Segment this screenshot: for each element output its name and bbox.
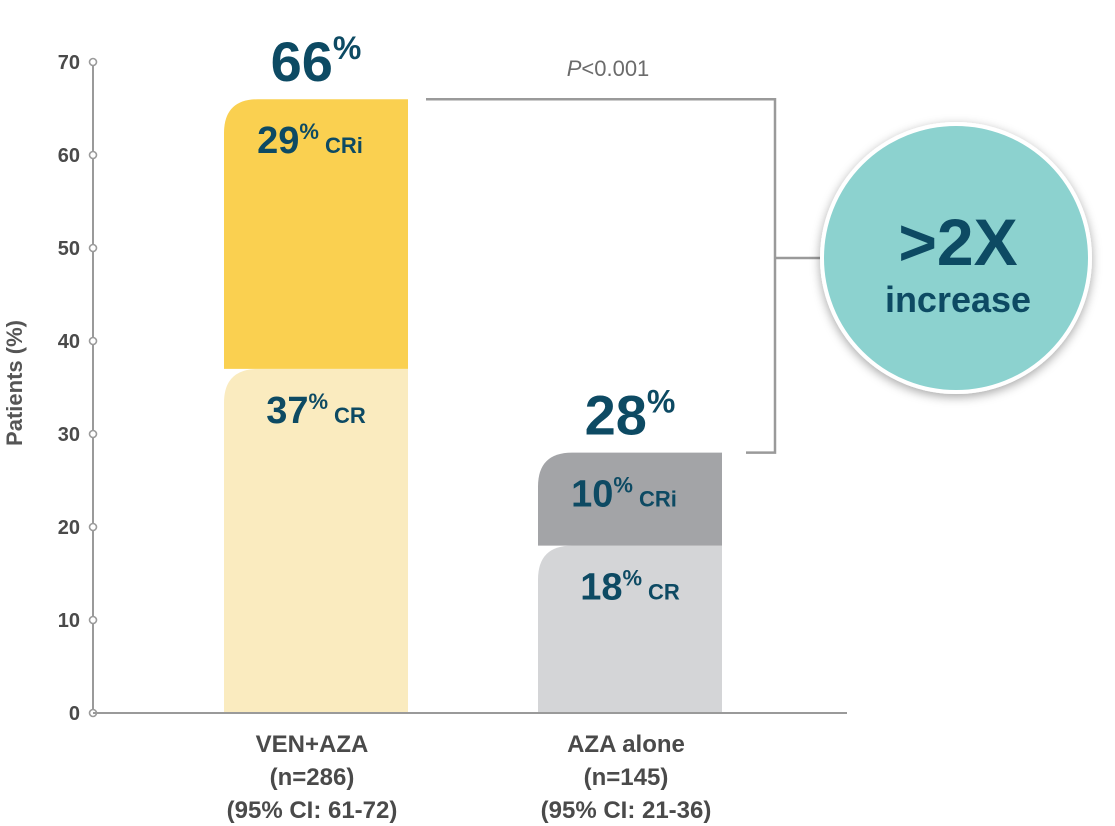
- bar-segment-cri: [224, 99, 408, 369]
- y-tick-mark: [88, 522, 98, 532]
- y-axis-title: Patients (%): [2, 320, 27, 446]
- bar-segment-cri: [538, 452, 722, 546]
- p-value-rest: <0.001: [581, 56, 649, 81]
- bar-segment-cr: [538, 545, 722, 713]
- y-tick-label: 50: [58, 238, 80, 260]
- category-label-line: VEN+AZA: [256, 731, 369, 758]
- category-label-line: (95% CI: 61-72): [227, 797, 398, 824]
- y-tick-mark: [88, 150, 98, 160]
- y-tick-mark: [88, 57, 98, 67]
- category-labels: VEN+AZA (n=286) (95% CI: 61-72) AZA alone (n…: [227, 731, 712, 824]
- significance-bracket: [426, 97, 822, 454]
- callout-circle: [820, 122, 1092, 394]
- y-tick-label: 10: [58, 610, 80, 632]
- segment-label: 29%CRi: [257, 119, 363, 162]
- total-label: 28%: [585, 384, 676, 447]
- y-tick-mark: [88, 615, 98, 625]
- y-axis: 0 10 20 30 40 50 60 70: [58, 52, 98, 725]
- segment-label: 10%CRi: [571, 473, 677, 516]
- y-tick-label: 20: [58, 517, 80, 539]
- callout-main-text: >2X: [898, 205, 1017, 279]
- category-label-line: AZA alone: [567, 731, 685, 758]
- category-label-line: (95% CI: 21-36): [541, 797, 712, 824]
- segment-label: 37%CR: [266, 389, 366, 432]
- category-label-line: (n=145): [584, 764, 669, 791]
- y-tick-mark: [88, 243, 98, 253]
- y-tick-mark: [88, 429, 98, 439]
- bar-segment-cr: [224, 368, 408, 713]
- bars: 37%CR 29%CRi 66% 18%CR 10%CRi 28%: [224, 30, 722, 713]
- p-value-label: P<0.001: [567, 56, 650, 81]
- p-value-italic: P: [567, 56, 582, 81]
- segment-label: 18%CR: [580, 566, 680, 609]
- y-tick-label: 30: [58, 424, 80, 446]
- y-tick-label: 70: [58, 52, 80, 74]
- y-tick-mark: [88, 336, 98, 346]
- y-tick-label: 40: [58, 331, 80, 353]
- category-label-line: (n=286): [270, 764, 355, 791]
- total-label: 66%: [271, 30, 362, 93]
- y-tick-label: 0: [69, 703, 80, 725]
- bracket-line: [426, 97, 777, 454]
- callout-sub-text: increase: [885, 279, 1031, 320]
- y-tick-label: 60: [58, 145, 80, 167]
- increase-callout: >2X increase: [820, 122, 1092, 394]
